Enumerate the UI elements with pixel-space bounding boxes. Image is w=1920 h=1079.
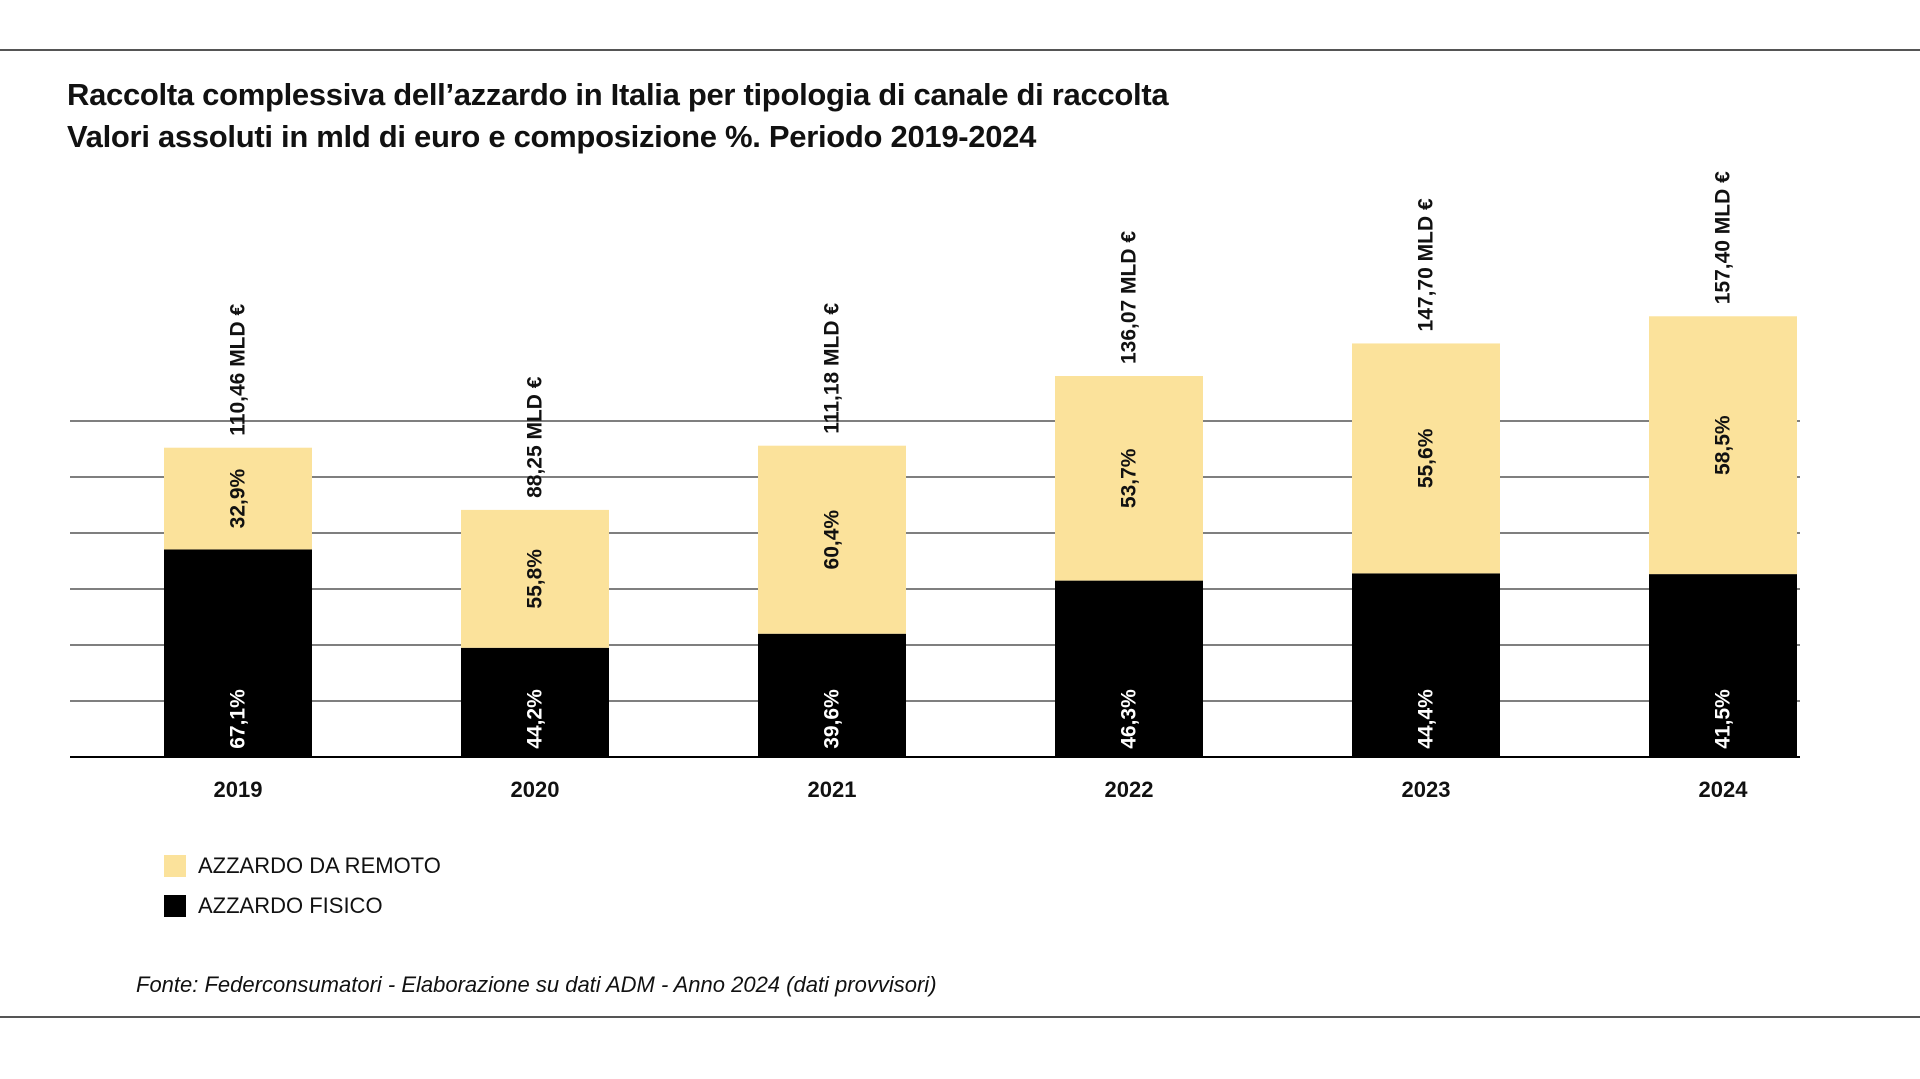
label-remoto-2023: 55,6% (1415, 428, 1438, 488)
bar-remoto-2020 (461, 509, 609, 648)
total-label-2022: 136,07 MLD € (1118, 231, 1141, 364)
label-fisico-2020: 44,2% (524, 689, 547, 749)
label-fisico-2021: 39,6% (821, 689, 844, 749)
chart-subtitle: Valori assoluti in mld di euro e composi… (67, 119, 1037, 154)
label-fisico-2019: 67,1% (227, 689, 250, 749)
legend-item-fisico: AZZARDO FISICO (164, 886, 441, 926)
label-fisico-2023: 44,4% (1415, 689, 1438, 749)
total-label-2020: 88,25 MLD € (524, 376, 547, 498)
total-label-2023: 147,70 MLD € (1415, 198, 1438, 331)
label-remoto-2022: 53,7% (1118, 448, 1141, 508)
bar-fisico-2021 (758, 633, 906, 757)
bar-remoto-2023 (1352, 343, 1500, 574)
total-label-2019: 110,46 MLD € (227, 303, 250, 435)
bar-remoto-2021 (758, 445, 906, 634)
source-note: Fonte: Federconsumatori - Elaborazione s… (136, 972, 937, 997)
bar-remoto-2022 (1055, 376, 1203, 581)
chart-title: Raccolta complessiva dell’azzardo in Ita… (67, 77, 1169, 112)
x-tick-label-2023: 2023 (1402, 777, 1451, 802)
title-block: Raccolta complessiva dell’azzardo in Ita… (67, 74, 1169, 158)
legend-item-remoto: AZZARDO DA REMOTO (164, 846, 441, 886)
label-remoto-2019: 32,9% (227, 468, 250, 528)
bar-fisico-2024 (1649, 574, 1797, 757)
bar-fisico-2023 (1352, 573, 1500, 757)
label-remoto-2020: 55,8% (524, 549, 547, 609)
legend-label-remoto: AZZARDO DA REMOTO (198, 853, 441, 878)
label-fisico-2022: 46,3% (1118, 689, 1141, 749)
total-label-2024: 157,40 MLD € (1712, 171, 1735, 304)
bar-remoto-2024 (1649, 316, 1797, 575)
total-label-2021: 111,18 MLD € (821, 303, 844, 434)
top-rule (0, 49, 1920, 51)
bar-fisico-2019 (164, 549, 312, 757)
x-tick-label-2019: 2019 (214, 777, 263, 802)
bar-fisico-2020 (461, 647, 609, 757)
x-tick-label-2022: 2022 (1105, 777, 1154, 802)
legend: AZZARDO DA REMOTO AZZARDO FISICO (164, 846, 441, 926)
bottom-rule (0, 1016, 1920, 1018)
legend-swatch-remoto (164, 855, 186, 877)
x-tick-label-2024: 2024 (1699, 777, 1749, 802)
label-remoto-2021: 60,4% (821, 510, 844, 570)
legend-swatch-fisico (164, 895, 186, 917)
bar-remoto-2019 (164, 447, 312, 550)
label-remoto-2024: 58,5% (1712, 415, 1735, 475)
x-tick-label-2021: 2021 (808, 777, 857, 802)
legend-label-fisico: AZZARDO FISICO (198, 893, 383, 918)
bar-fisico-2022 (1055, 580, 1203, 757)
label-fisico-2024: 41,5% (1712, 689, 1735, 749)
x-tick-label-2020: 2020 (511, 777, 560, 802)
